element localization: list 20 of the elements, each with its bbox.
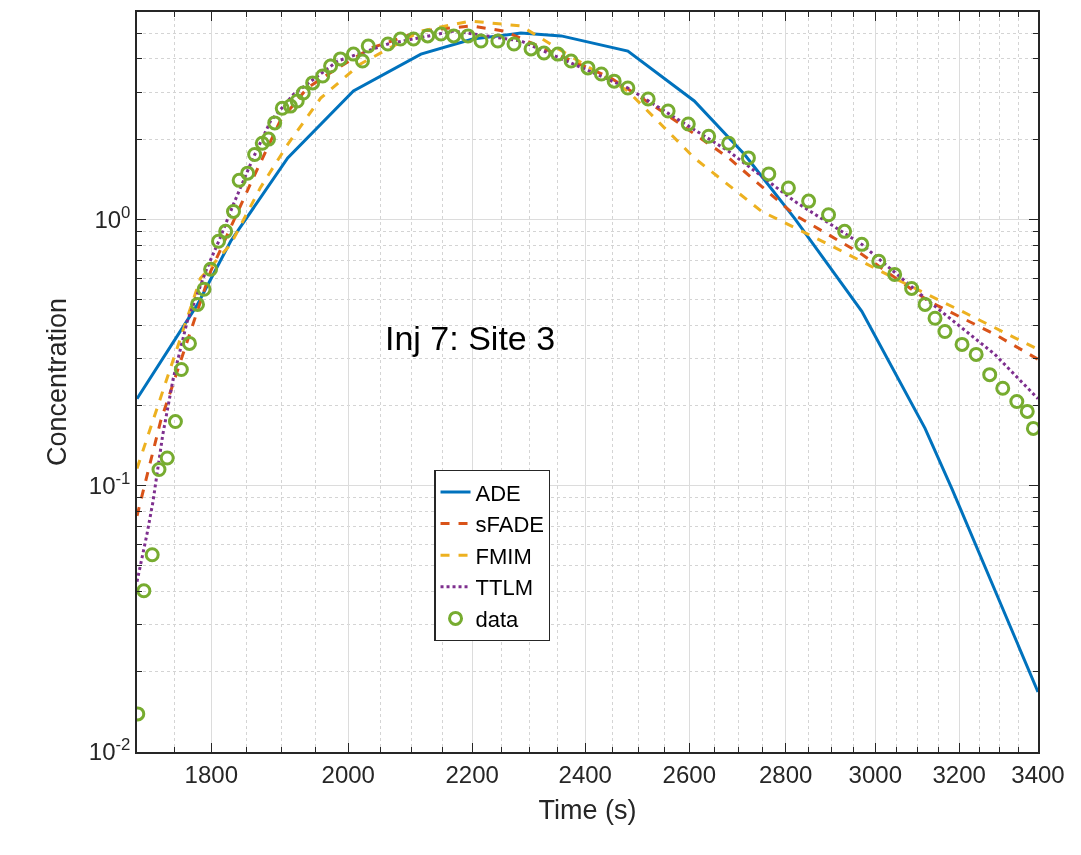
y-tick-label: 10$^{0}$ — [94, 202, 131, 233]
x-tick-label: 3400 — [1011, 760, 1065, 788]
x-tick-label: 2200 — [445, 760, 499, 788]
x-tick-label: 2000 — [321, 760, 375, 788]
annotation: Inj 7: Site 3 — [385, 319, 556, 357]
y-tick-label: 10$^{-1}$ — [88, 468, 131, 500]
y-tick-label: 10$^{-2}$ — [88, 735, 131, 766]
legend-label: FMIM — [475, 543, 532, 569]
y-axis-title: Concentration — [42, 297, 73, 467]
x-tick-label: 3000 — [848, 760, 902, 788]
x-tick-label: 2800 — [758, 760, 813, 788]
x-tick-label: 2400 — [558, 760, 612, 788]
x-axis-title: Time (s) — [538, 795, 637, 826]
legend-label: TTLM — [475, 575, 533, 601]
legend-label: ADE — [475, 480, 521, 506]
x-tick-label: 1800 — [184, 760, 238, 788]
legend-label: data — [475, 606, 520, 632]
legend-label: sFADE — [475, 512, 544, 538]
x-tick-label: 3200 — [932, 760, 986, 788]
x-tick-label: 2600 — [662, 760, 716, 788]
